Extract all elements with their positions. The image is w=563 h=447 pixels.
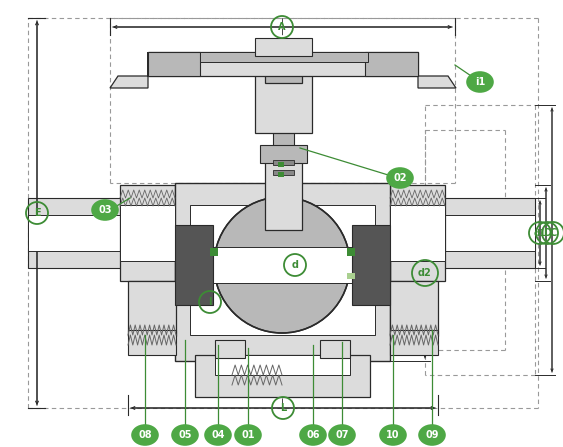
Text: E: E [34,208,41,218]
Bar [210,248,218,256]
Bar [425,198,535,268]
Bar [365,52,418,76]
Text: C: C [549,228,557,238]
Bar [278,172,284,177]
Bar [215,340,245,358]
Text: A: A [278,22,286,32]
Text: d2: d2 [418,268,432,278]
Bar [215,355,350,375]
Text: 07: 07 [335,430,348,440]
Bar [320,340,350,358]
Bar [175,183,390,361]
Bar [273,130,294,160]
Text: i1: i1 [475,77,485,87]
Bar [120,205,175,261]
Text: I: I [208,297,212,307]
Text: 01: 01 [242,430,254,440]
Bar [390,185,445,281]
Bar [347,273,355,279]
Bar [273,170,294,175]
Circle shape [214,197,350,333]
Text: 05: 05 [178,430,192,440]
Text: d: d [292,260,298,270]
Bar [190,205,375,335]
Ellipse shape [131,424,159,446]
Bar [390,205,445,261]
Text: 08: 08 [138,430,152,440]
Text: 09: 09 [425,430,439,440]
Text: d1: d1 [534,228,546,237]
Ellipse shape [328,424,356,446]
Bar [278,162,284,167]
Ellipse shape [386,167,414,189]
Bar [347,248,355,256]
Bar [28,215,138,251]
Ellipse shape [299,424,327,446]
Bar [148,52,418,76]
Bar [128,281,176,336]
Text: 02: 02 [393,173,406,183]
Bar [352,225,390,305]
Bar [425,215,535,251]
Bar [273,160,294,165]
Ellipse shape [91,199,119,221]
Bar [120,185,175,281]
Ellipse shape [379,424,407,446]
Ellipse shape [171,424,199,446]
Bar [255,38,312,56]
Bar [390,330,438,355]
Ellipse shape [418,424,446,446]
Polygon shape [110,52,148,88]
Ellipse shape [234,424,262,446]
Bar [128,330,176,355]
Bar [265,155,302,230]
Bar [28,198,138,268]
Text: 06: 06 [306,430,320,440]
Bar [175,247,390,283]
Bar [260,145,307,163]
Bar [200,52,368,62]
Text: 04: 04 [211,430,225,440]
Text: L: L [280,403,286,413]
Ellipse shape [466,71,494,93]
Text: 03: 03 [99,205,111,215]
Bar [195,355,370,397]
Text: D: D [543,228,551,238]
Bar [148,52,200,76]
Polygon shape [418,52,456,88]
Bar [255,75,312,133]
Bar [390,281,438,336]
Bar [265,68,302,83]
Bar [175,225,213,305]
Text: 10: 10 [386,430,400,440]
Ellipse shape [204,424,232,446]
